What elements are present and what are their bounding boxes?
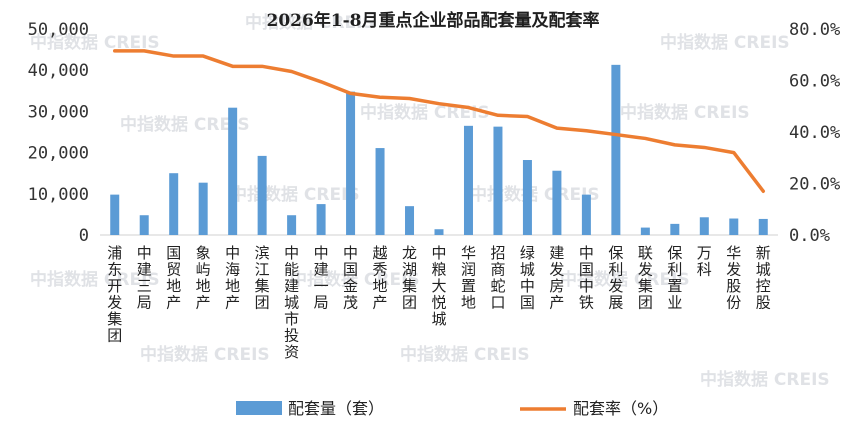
watermark-text: 中指数据 CREIS (245, 12, 375, 33)
watermark-text: 中指数据 CREIS (120, 114, 250, 135)
bar (316, 204, 326, 235)
bar (375, 148, 385, 235)
legend-bar-label: 配套量（套） (288, 399, 384, 418)
category-label: 建发房产 (549, 244, 564, 312)
bar (198, 182, 208, 235)
category-label: 华润置地 (461, 244, 476, 312)
right-tick-label: 60.0% (789, 72, 840, 92)
category-label: 中海地产 (225, 244, 240, 312)
category-label: 国贸地产 (166, 244, 181, 312)
category-labels: 浦东开发集团中建三局国贸地产象屿地产中海地产滨江集团中能建城市投资中建一局中国金… (107, 244, 771, 361)
legend-line-label: 配套率（%） (573, 399, 668, 418)
category-label: 中建三局 (137, 244, 152, 312)
bar (699, 217, 709, 235)
watermark-text: 中指数据 CREIS (660, 32, 790, 53)
left-tick-label: 0 (79, 226, 89, 246)
watermark-text: 中指数据 CREIS (560, 269, 690, 290)
left-tick-label: 50,000 (28, 20, 89, 40)
category-label: 中建一局 (314, 244, 329, 312)
legend-bar-swatch (236, 401, 282, 415)
bar (463, 125, 473, 235)
watermark-text: 中指数据 CREIS (140, 344, 270, 365)
watermark-text: 中指数据 CREIS (400, 344, 530, 365)
category-label: 新城控股 (756, 244, 771, 312)
bar (346, 91, 356, 236)
category-label: 联发集团 (638, 244, 653, 312)
left-tick-label: 20,000 (28, 144, 89, 164)
watermark-text: 中指数据 CREIS (470, 184, 600, 205)
watermark-text: 中指数据 CREIS (30, 269, 160, 290)
right-tick-label: 40.0% (789, 123, 840, 143)
category-label: 万科 (697, 244, 712, 279)
category-label: 中国中铁 (579, 244, 594, 312)
bar (758, 218, 768, 235)
bar (405, 206, 415, 235)
bar (257, 155, 267, 235)
legend: 配套量（套） 配套率（%） (236, 399, 668, 418)
category-label: 招商蛇口 (490, 244, 505, 312)
bar (110, 194, 120, 235)
bar (228, 107, 238, 235)
category-label: 中粮大悦城 (431, 244, 446, 328)
bar (552, 170, 562, 235)
category-label: 绿城中国 (520, 244, 535, 312)
watermark-text: 中指数据 CREIS (360, 102, 490, 123)
line-series (112, 49, 766, 193)
category-label: 华发股份 (726, 244, 741, 312)
left-tick-label: 30,000 (28, 102, 89, 122)
category-label: 象屿地产 (196, 244, 211, 312)
bar-series (110, 64, 768, 236)
watermark-layer: 中指数据 CREIS 中指数据 CREIS 中指数据 CREIS 中指数据 CREIS… (30, 12, 830, 390)
bar (139, 215, 149, 235)
bar (493, 126, 503, 235)
left-tick-label: 40,000 (28, 61, 89, 81)
bar (611, 64, 621, 236)
left-y-axis: 0 10,000 20,000 30,000 40,000 50,000 (28, 20, 89, 246)
bar (729, 218, 739, 235)
bar (287, 215, 297, 235)
category-label: 越秀地产 (373, 244, 388, 312)
bar (434, 229, 444, 235)
watermark-text: 中指数据 CREIS (230, 184, 360, 205)
watermark-text: 中指数据 CREIS (30, 32, 160, 53)
left-tick-label: 10,000 (28, 185, 89, 205)
category-label: 保利置业 (667, 244, 682, 312)
category-label: 滨江集团 (255, 244, 270, 312)
right-y-axis: 0.0% 20.0% 40.0% 60.0% 80.0% (789, 20, 840, 246)
watermark-text: 中指数据 CREIS (290, 269, 420, 290)
bar (670, 223, 680, 235)
category-label: 中能建城市投资 (284, 244, 299, 361)
category-label: 保利发展 (608, 244, 623, 312)
bar (640, 227, 650, 235)
category-label: 浦东开发集团 (107, 244, 122, 345)
watermark-text: 中指数据 CREIS (700, 369, 830, 390)
category-label: 中国金茂 (343, 244, 358, 312)
right-tick-label: 80.0% (789, 20, 840, 40)
bar (581, 194, 591, 235)
right-tick-label: 0.0% (789, 226, 830, 246)
watermark-text: 中指数据 CREIS (620, 102, 750, 123)
right-tick-label: 20.0% (789, 175, 840, 195)
bar (522, 160, 532, 235)
bar (169, 173, 179, 235)
chart-title: 2026年1-8月重点企业部品配套量及配套率 (266, 10, 599, 31)
category-label: 龙湖集团 (402, 244, 417, 312)
